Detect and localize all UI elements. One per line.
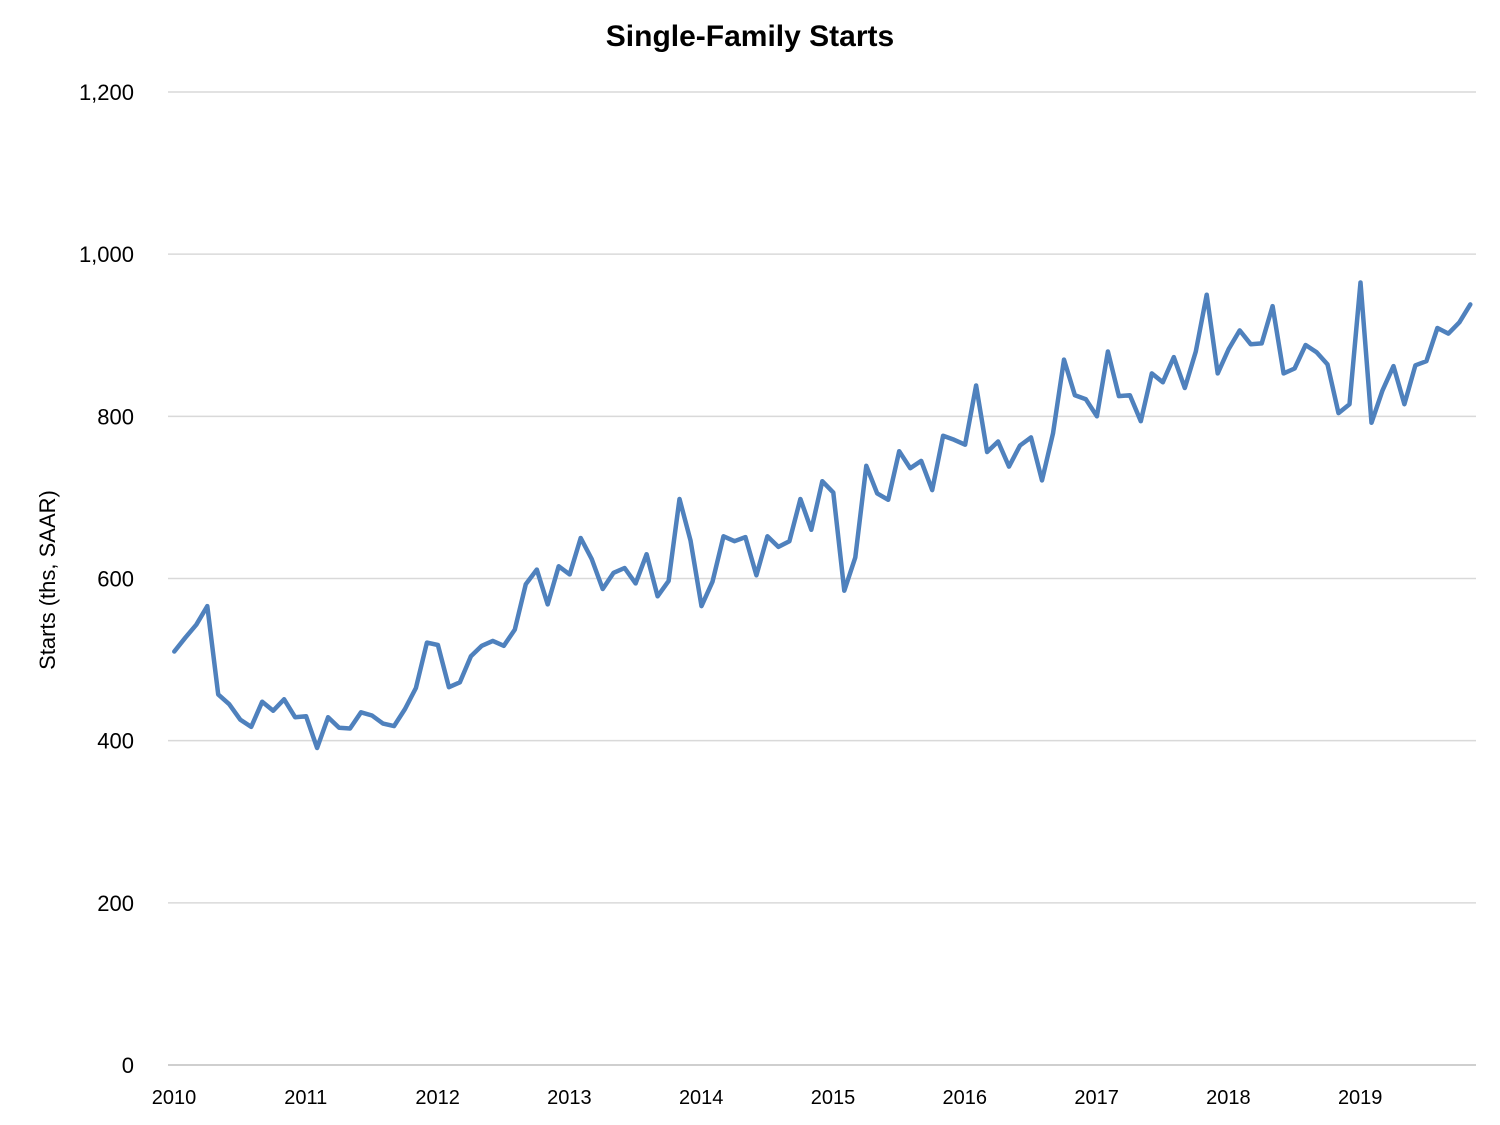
x-tick-label: 2012 [415, 1087, 460, 1109]
x-tick-label: 2018 [1206, 1087, 1251, 1109]
y-tick-label: 800 [97, 404, 134, 429]
x-tick-label: 2017 [1074, 1087, 1119, 1109]
x-tick-label: 2016 [943, 1087, 988, 1109]
series-layer [172, 280, 1473, 751]
y-tick-label: 0 [122, 1053, 134, 1078]
y-tick-labels: 0 200 400 600 800 1,000 1,200 [79, 80, 134, 1078]
y-tick-label: 400 [97, 729, 134, 754]
gridlines [168, 91, 1476, 1066]
y-tick-label: 1,200 [79, 80, 134, 105]
x-tick-label: 2019 [1338, 1087, 1383, 1109]
x-tick-label: 2015 [811, 1087, 856, 1109]
x-tick-label: 2011 [284, 1087, 327, 1109]
y-tick-label: 1,000 [79, 242, 134, 267]
y-tick-label: 200 [97, 891, 134, 916]
chart-title: Single-Family Starts [605, 20, 895, 53]
y-tick-label: 600 [97, 567, 134, 592]
x-tick-label: 2014 [679, 1087, 724, 1109]
x-tick-labels: 2010 2011 2012 2013 2014 2015 2016 2017 2018 2019 [152, 1087, 1383, 1109]
x-tick-label: 2013 [547, 1087, 592, 1109]
series-line [172, 280, 1473, 751]
x-tick-label: 2010 [152, 1087, 197, 1109]
